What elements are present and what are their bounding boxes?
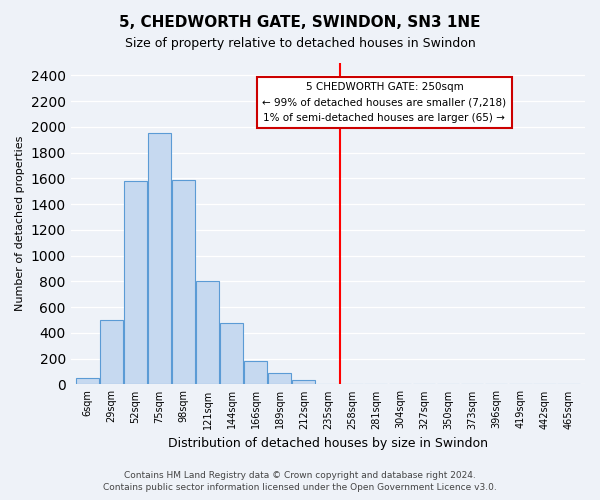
Bar bbox=[292, 380, 315, 384]
Bar bbox=[268, 373, 291, 384]
Text: Size of property relative to detached houses in Swindon: Size of property relative to detached ho… bbox=[125, 38, 475, 51]
Text: Contains HM Land Registry data © Crown copyright and database right 2024.
Contai: Contains HM Land Registry data © Crown c… bbox=[103, 471, 497, 492]
Text: 5 CHEDWORTH GATE: 250sqm
← 99% of detached houses are smaller (7,218)
1% of semi: 5 CHEDWORTH GATE: 250sqm ← 99% of detach… bbox=[262, 82, 506, 123]
X-axis label: Distribution of detached houses by size in Swindon: Distribution of detached houses by size … bbox=[168, 437, 488, 450]
Bar bbox=[76, 378, 99, 384]
Bar bbox=[148, 134, 171, 384]
Bar bbox=[244, 360, 267, 384]
Bar bbox=[124, 181, 147, 384]
Bar bbox=[220, 322, 243, 384]
Y-axis label: Number of detached properties: Number of detached properties bbox=[15, 136, 25, 311]
Bar bbox=[196, 282, 219, 385]
Bar bbox=[100, 320, 123, 384]
Bar bbox=[172, 180, 195, 384]
Text: 5, CHEDWORTH GATE, SWINDON, SN3 1NE: 5, CHEDWORTH GATE, SWINDON, SN3 1NE bbox=[119, 15, 481, 30]
